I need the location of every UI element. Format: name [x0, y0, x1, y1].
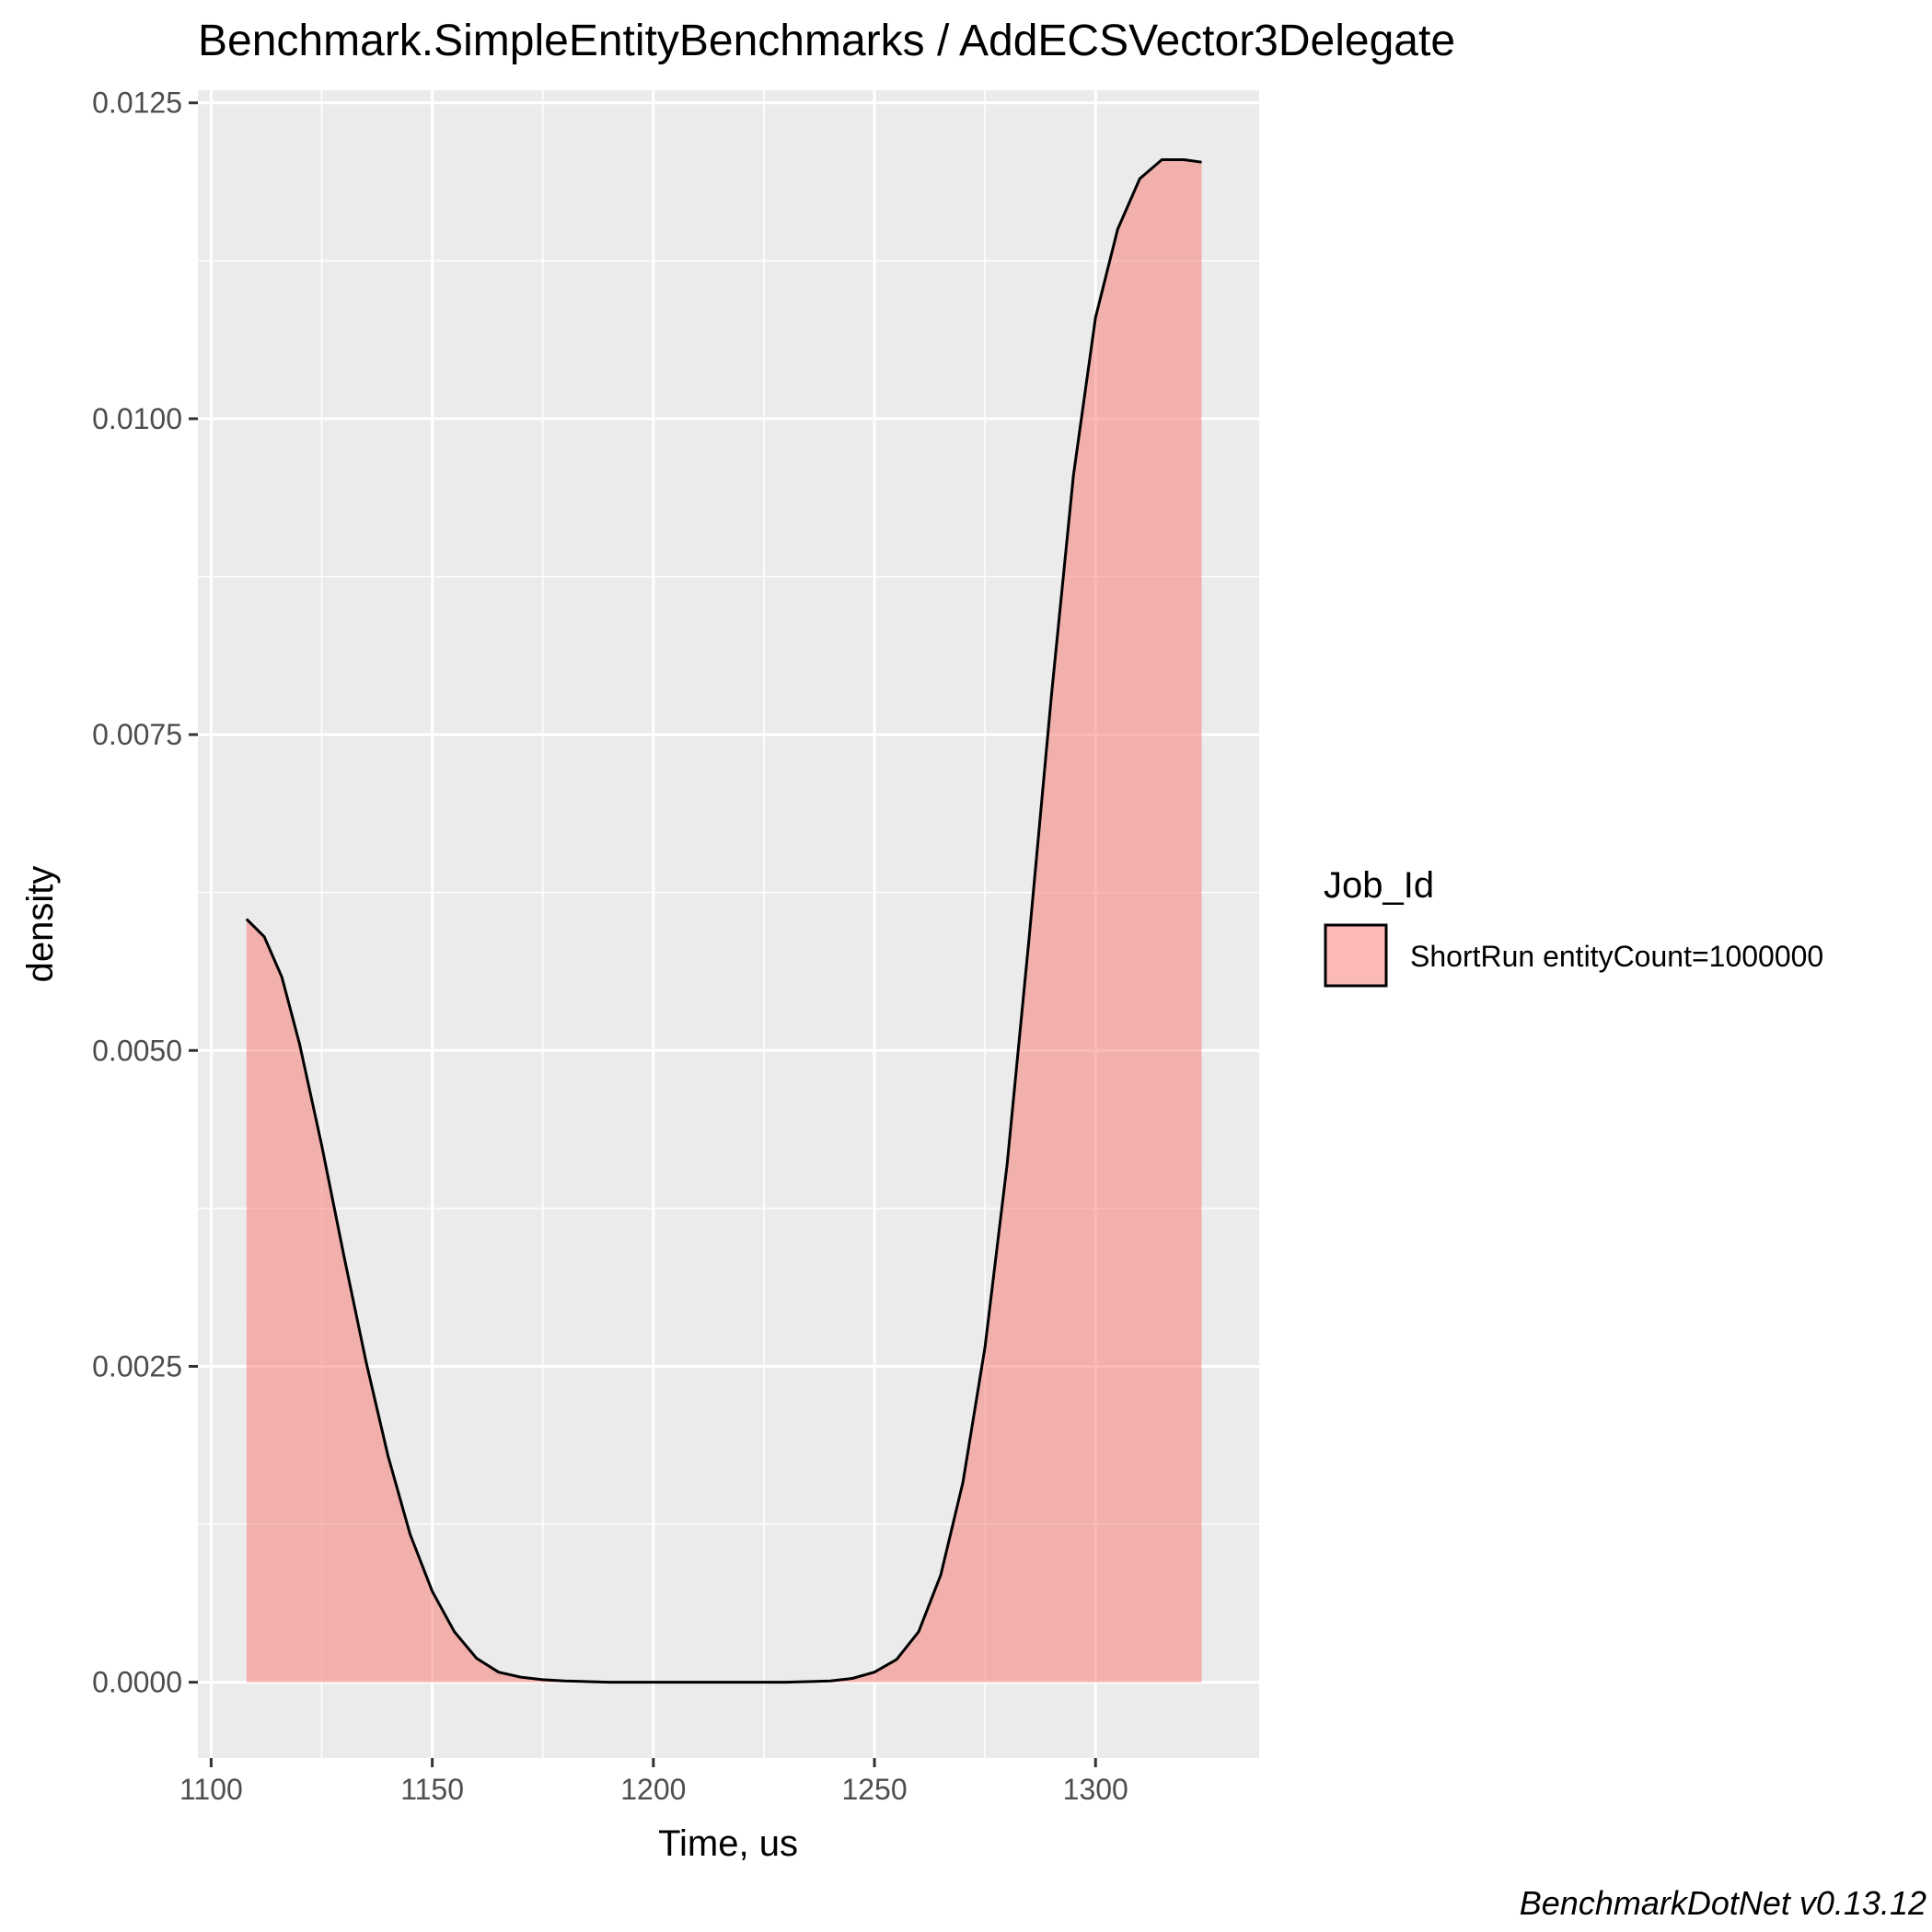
y-axis: 0.0000 0.0025 0.0050 0.0075 0.0100 0.0125: [92, 87, 198, 1699]
y-tick-label: 0.0100: [92, 402, 182, 435]
density-fill: [246, 159, 1202, 1683]
legend-label: ShortRun entityCount=1000000: [1410, 940, 1823, 973]
x-tick-label: 1100: [179, 1773, 243, 1806]
x-axis: 1100 1150 1200 1250 1300: [179, 1758, 1128, 1806]
y-tick-label: 0.0125: [92, 87, 182, 120]
x-tick-label: 1300: [1063, 1773, 1128, 1806]
x-tick-label: 1150: [400, 1773, 464, 1806]
y-tick-label: 0.0050: [92, 1034, 182, 1067]
y-tick-label: 0.0025: [92, 1349, 182, 1382]
y-tick-label: 0.0000: [92, 1666, 182, 1699]
density-area: [245, 158, 1202, 1684]
y-axis-title: density: [20, 866, 61, 983]
x-tick-label: 1250: [841, 1773, 907, 1806]
y-tick-label: 0.0075: [92, 718, 182, 751]
legend-key: [1324, 923, 1388, 988]
caption: BenchmarkDotNet v0.13.12: [1520, 1884, 1926, 1922]
chart-title: Benchmark.SimpleEntityBenchmarks / AddEC…: [198, 17, 1455, 65]
density-line: [245, 158, 1202, 1684]
legend: Job_Id ShortRun entityCount=1000000: [1324, 865, 1823, 988]
x-axis-title: Time, us: [658, 1823, 798, 1864]
legend-title: Job_Id: [1324, 865, 1434, 906]
x-tick-label: 1200: [620, 1773, 686, 1806]
